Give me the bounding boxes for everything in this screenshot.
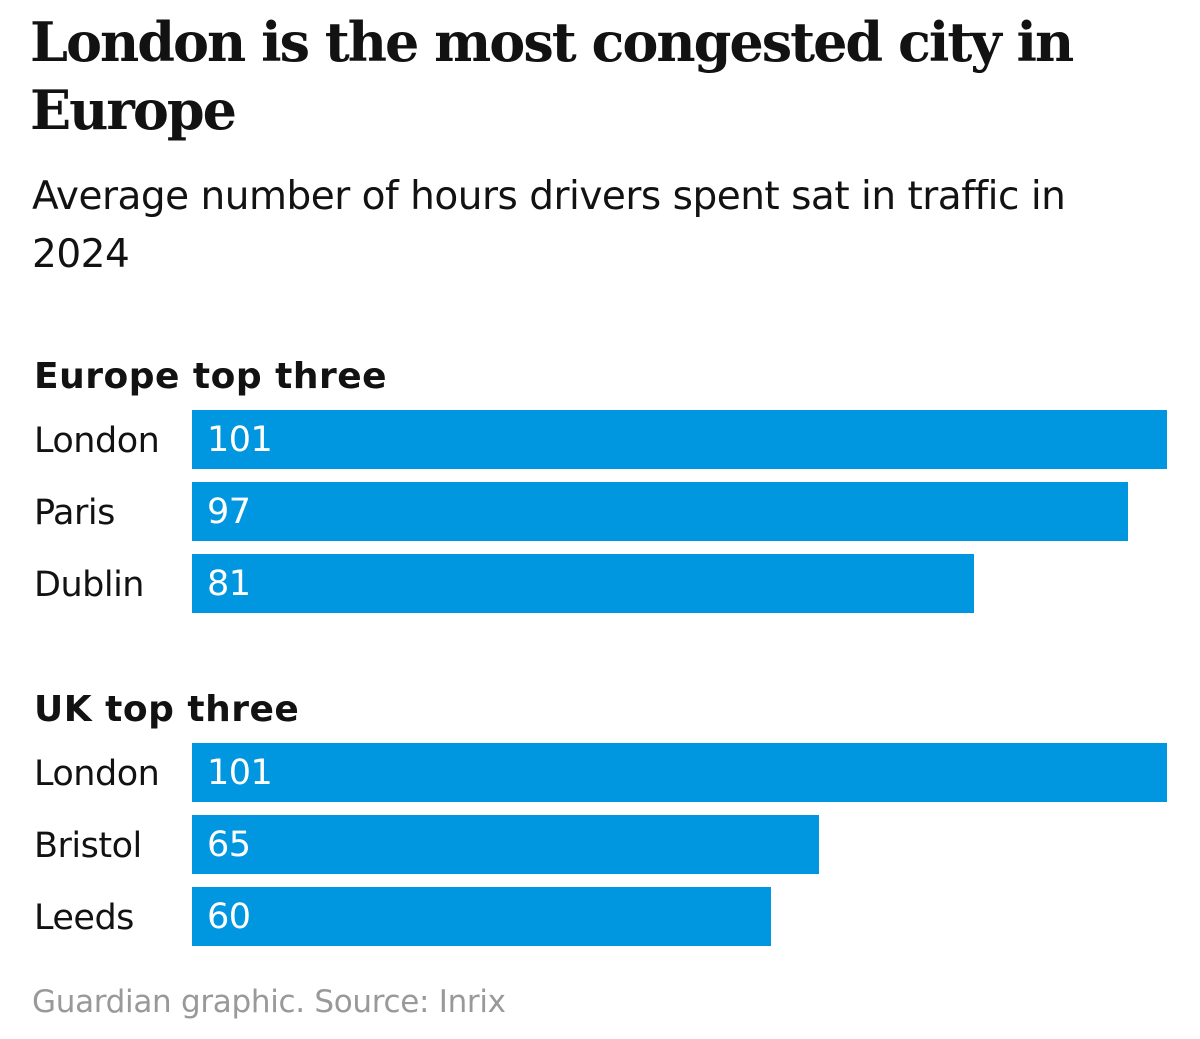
bar-value-label: 97	[207, 492, 251, 532]
category-label: Dublin	[34, 565, 144, 605]
bar-value-label: 81	[207, 564, 251, 604]
category-label: London	[34, 754, 160, 794]
category-label: Paris	[34, 493, 115, 533]
bar-value-label: 101	[207, 753, 273, 793]
category-label: Bristol	[34, 826, 142, 866]
bar-row: London 101	[0, 410, 1200, 469]
bar: 81	[192, 554, 974, 613]
chart-title: London is the most congested city in Eur…	[30, 10, 1074, 142]
group-title-0: Europe top three	[34, 356, 388, 397]
bar-row: Dublin 81	[0, 554, 1200, 613]
bar: 101	[192, 743, 1167, 802]
category-label: London	[34, 421, 160, 461]
category-label: Leeds	[34, 898, 134, 938]
bar-value-label: 65	[207, 825, 251, 865]
bar-row: London 101	[0, 743, 1200, 802]
bar-value-label: 101	[207, 420, 273, 460]
bar: 101	[192, 410, 1167, 469]
group-title-1: UK top three	[34, 689, 300, 730]
bar-row: Leeds 60	[0, 887, 1200, 946]
bar: 97	[192, 482, 1128, 541]
bar-row: Paris 97	[0, 482, 1200, 541]
bar: 60	[192, 887, 771, 946]
bar-value-label: 60	[207, 897, 251, 937]
chart-subtitle: Average number of hours drivers spent sa…	[32, 174, 1066, 277]
bar: 65	[192, 815, 819, 874]
bar-row: Bristol 65	[0, 815, 1200, 874]
source-note: Guardian graphic. Source: Inrix	[32, 984, 506, 1020]
